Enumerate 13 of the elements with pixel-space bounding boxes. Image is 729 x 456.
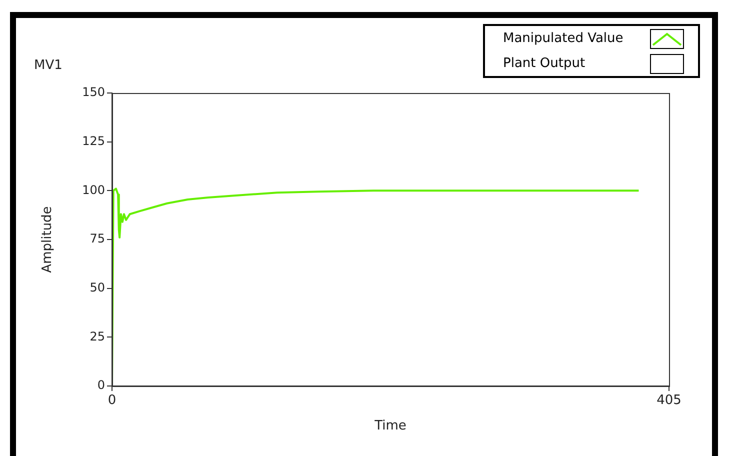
y-tick-label: 25 <box>90 329 105 344</box>
y-tick-label: 150 <box>82 85 105 100</box>
x-axis-title: Time <box>374 418 406 434</box>
y-tick-label: 0 <box>97 378 105 392</box>
legend-label: Manipulated Value <box>503 31 624 46</box>
y-tick-label: 75 <box>90 232 105 246</box>
chart-title: MV1 <box>34 58 62 73</box>
text: Plant Output <box>503 56 586 71</box>
y-tick-label: 50 <box>90 280 105 294</box>
x-tick-label: 405 <box>656 393 682 408</box>
y-tick-label: 125 <box>82 134 105 148</box>
y-axis-title: Amplitude <box>40 206 56 273</box>
y-tick-label: 100 <box>82 182 105 197</box>
